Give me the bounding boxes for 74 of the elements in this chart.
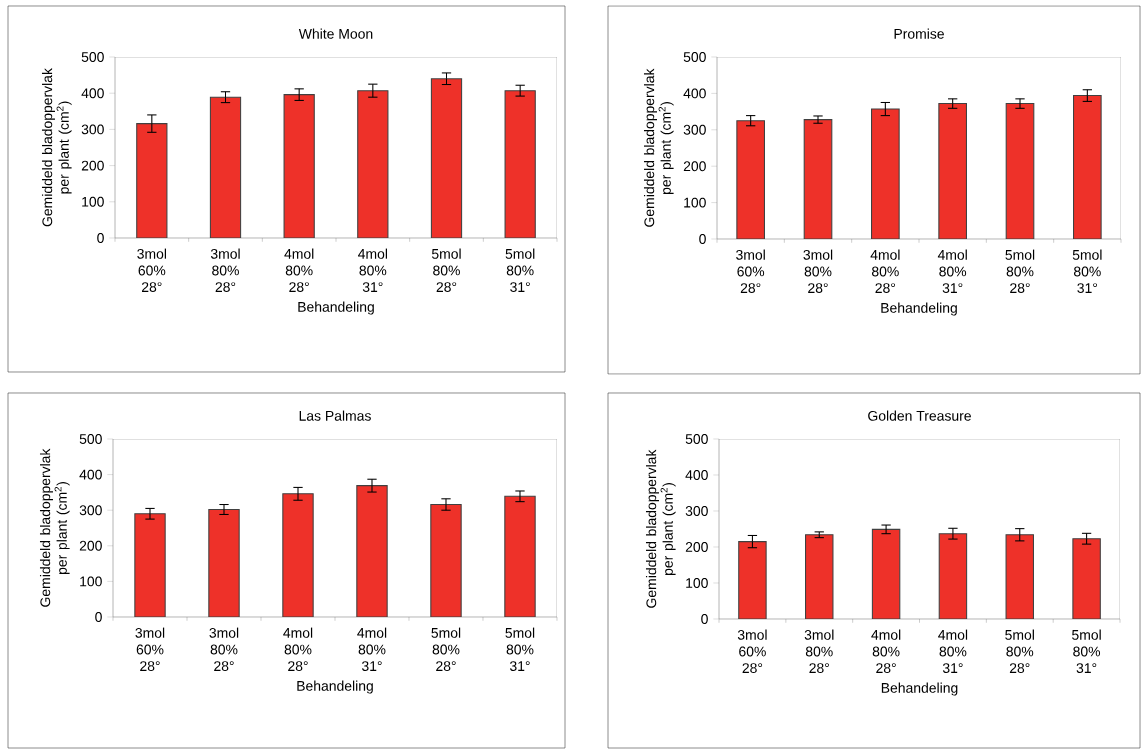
x-tick-label: 4mol 80% 31° <box>357 627 387 672</box>
x-tick-label: 4mol 80% 31° <box>938 629 968 674</box>
y-tick-label: 0 <box>95 612 102 622</box>
x-tick-label: 4mol 80% 28° <box>284 248 314 293</box>
y-tick-label: 100 <box>684 197 706 208</box>
chart-title: Promise <box>894 28 944 39</box>
x-tick-label: 4mol 80% 31° <box>358 248 388 293</box>
bar <box>136 123 168 238</box>
x-tick-label: 3mol 60% 28° <box>135 627 165 672</box>
y-tick-label: 100 <box>686 578 708 588</box>
bar <box>356 485 388 617</box>
x-tick-label: 5mol 80% 31° <box>1072 629 1101 674</box>
x-tick-label: 3mol 60% 28° <box>736 249 765 294</box>
bar <box>504 90 536 238</box>
bar <box>282 493 314 617</box>
y-tick-label: 500 <box>685 434 708 444</box>
bar <box>208 508 240 617</box>
x-axis-title: Behandeling <box>881 302 957 316</box>
y-tick-label: 100 <box>82 196 104 207</box>
x-axis-title: Behandeling <box>298 301 374 315</box>
bar <box>357 90 389 238</box>
y-tick-label: 300 <box>81 124 104 135</box>
y-tick-label: 0 <box>701 614 708 624</box>
bar <box>1005 103 1035 239</box>
x-tick-label: 5mol 80% 28° <box>1005 629 1034 674</box>
y-tick-label: 200 <box>685 542 708 552</box>
x-tick-label: 3mol 80% 28° <box>210 248 240 293</box>
x-tick-label: 5mol 80% 31° <box>1072 249 1102 294</box>
bar <box>736 120 765 239</box>
y-tick-label: 200 <box>683 161 706 172</box>
bar <box>871 108 900 239</box>
y-tick-label: 400 <box>683 88 706 99</box>
x-tick-label: 4mol 80% 28° <box>870 249 900 294</box>
chart-title: White Moon <box>298 28 373 39</box>
y-tick-label: 300 <box>79 505 102 516</box>
y-tick-label: 200 <box>79 540 102 551</box>
y-tick-label: 0 <box>97 233 104 243</box>
x-axis-title: Behandeling <box>881 682 958 696</box>
y-tick-label: 0 <box>699 234 706 244</box>
x-tick-label: 5mol 80% 28° <box>1005 249 1035 294</box>
bar <box>283 94 315 238</box>
bar <box>430 78 463 238</box>
y-tick-label: 500 <box>683 52 706 62</box>
bar <box>803 119 833 239</box>
bar <box>1073 95 1102 239</box>
y-tick-label: 300 <box>683 124 706 135</box>
x-tick-label: 4mol 80% 31° <box>937 249 967 294</box>
x-tick-label: 5mol 80% 31° <box>505 248 535 293</box>
x-tick-label: 3mol 60% 28° <box>737 629 767 674</box>
x-tick-label: 5mol 80% 31° <box>505 627 535 672</box>
x-tick-label: 3mol 80% 28° <box>209 627 239 672</box>
chart-title: Golden Treasure <box>868 410 971 421</box>
x-tick-label: 3mol 60% 28° <box>137 248 167 293</box>
chart-title: Las Palmas <box>299 410 371 421</box>
y-tick-label: 500 <box>81 52 104 62</box>
y-tick-label: 500 <box>79 434 102 444</box>
y-tick-label: 100 <box>80 576 102 587</box>
bar <box>938 103 967 239</box>
x-tick-label: 3mol 80% 28° <box>803 249 833 294</box>
y-tick-label: 400 <box>79 469 102 480</box>
x-axis-title: Behandeling <box>297 680 373 694</box>
x-tick-label: 4mol 80% 28° <box>283 627 313 672</box>
y-tick-label: 400 <box>81 88 104 99</box>
y-tick-label: 400 <box>685 470 708 480</box>
x-tick-label: 5mol 80% 28° <box>431 248 461 293</box>
bar <box>134 513 166 617</box>
x-tick-label: 3mol 80% 28° <box>804 629 834 674</box>
y-tick-label: 300 <box>685 506 708 516</box>
bar <box>504 495 536 617</box>
x-tick-label: 4mol 80% 28° <box>871 629 901 674</box>
bar <box>430 503 462 617</box>
bar <box>209 96 242 238</box>
y-tick-label: 200 <box>81 160 104 171</box>
x-tick-label: 5mol 80% 28° <box>431 627 461 672</box>
